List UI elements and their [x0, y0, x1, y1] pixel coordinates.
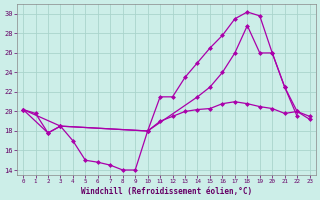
X-axis label: Windchill (Refroidissement éolien,°C): Windchill (Refroidissement éolien,°C) — [81, 187, 252, 196]
